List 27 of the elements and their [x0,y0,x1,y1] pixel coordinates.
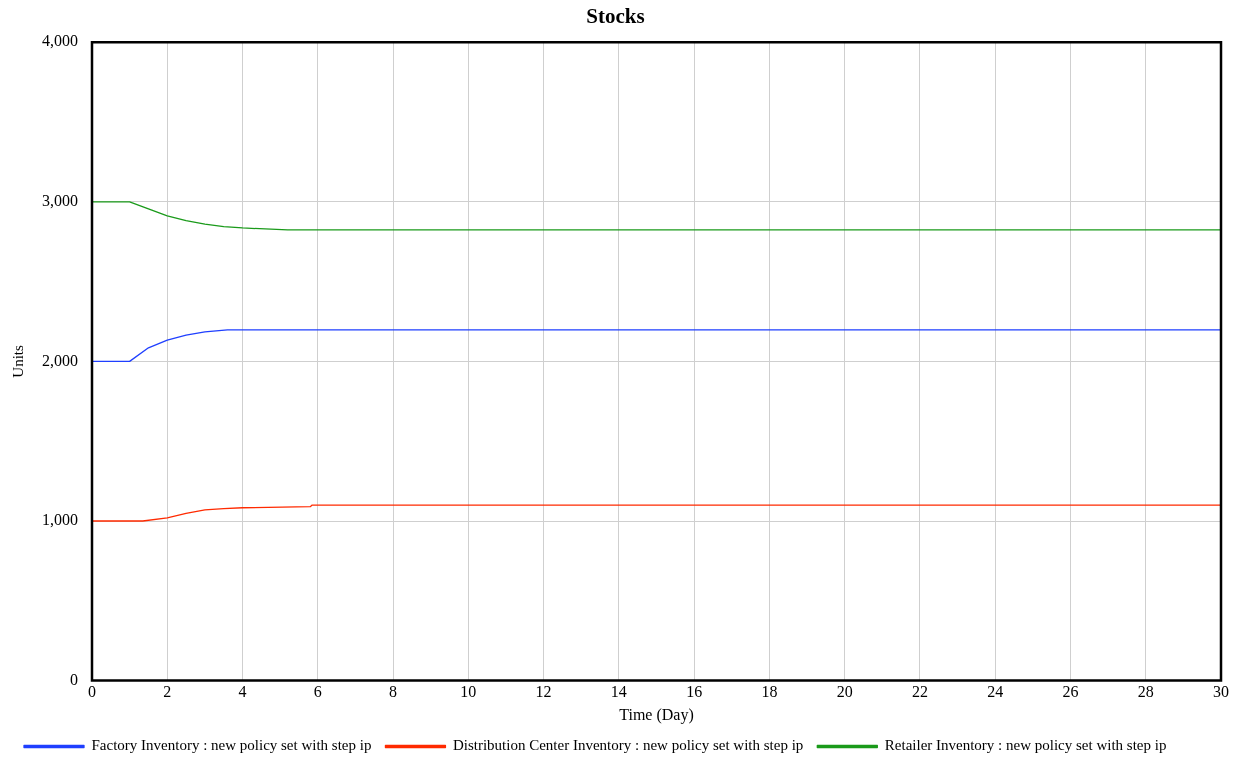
x-tick-label: 12 [535,683,552,701]
x-tick-label: 18 [761,683,778,701]
legend-label: Retailer Inventory : new policy set with step ip [884,737,1167,754]
y-tick-label: 1,000 [42,511,78,529]
x-tick-label: 6 [313,683,322,701]
y-axis-title: Units [9,344,26,378]
x-tick-label: 8 [389,683,398,701]
y-tick-label: 3,000 [42,192,78,209]
chart-title: Stocks [586,4,645,29]
x-tick-label: 26 [1062,683,1079,701]
x-tick-label: 14 [610,683,627,701]
y-tick-label: 4,000 [42,32,78,50]
legend-label: Distribution Center Inventory : new policy set with step ip [452,737,804,754]
x-tick-label: 16 [686,683,703,701]
x-tick-label: 22 [911,683,928,701]
x-tick-label: 4 [238,683,247,701]
y-tick-label: 2,000 [42,351,78,369]
x-tick-label: 20 [836,683,853,701]
x-tick-label: 28 [1137,683,1154,701]
y-tick-label: 0 [70,670,78,688]
x-tick-label: 30 [1213,683,1229,701]
x-tick-label: 2 [163,683,172,701]
x-tick-label: 24 [987,683,1004,701]
legend-label: Factory Inventory : new policy set with step ip [91,737,372,754]
x-tick-label: 0 [88,683,96,701]
x-tick-label: 10 [460,683,477,701]
x-axis-title: Time (Day) [619,705,694,724]
